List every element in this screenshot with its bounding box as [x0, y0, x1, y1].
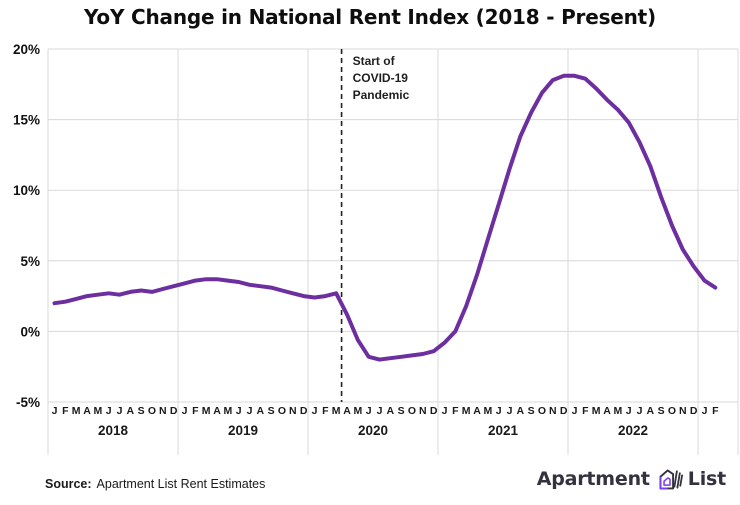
svg-text:20%: 20%	[13, 42, 40, 57]
svg-text:J: J	[496, 405, 502, 417]
svg-text:M: M	[353, 405, 362, 417]
svg-text:M: M	[223, 405, 232, 417]
svg-text:J: J	[442, 405, 448, 417]
apartment-list-logo: Apartment List	[537, 465, 726, 493]
y-axis-tick-labels: 20% 15% 10% 5% 0% -5%	[13, 42, 40, 410]
svg-text:J: J	[312, 405, 318, 417]
svg-text:S: S	[268, 405, 275, 417]
svg-text:O: O	[668, 405, 676, 417]
svg-text:S: S	[398, 405, 405, 417]
gridlines	[47, 48, 739, 455]
svg-text:M: M	[613, 405, 622, 417]
svg-text:2020: 2020	[358, 423, 388, 438]
svg-text:Pandemic: Pandemic	[353, 88, 410, 102]
svg-text:J: J	[637, 405, 643, 417]
svg-text:D: D	[560, 405, 568, 417]
covid-annotation: Start of COVID-19 Pandemic	[353, 54, 410, 102]
svg-text:S: S	[658, 405, 665, 417]
svg-text:O: O	[278, 405, 286, 417]
svg-text:J: J	[117, 405, 123, 417]
svg-text:M: M	[202, 405, 211, 417]
svg-text:J: J	[626, 405, 632, 417]
svg-text:-5%: -5%	[16, 395, 40, 410]
svg-text:O: O	[148, 405, 156, 417]
svg-text:S: S	[138, 405, 145, 417]
svg-text:A: A	[343, 405, 351, 417]
logo-word-list: List	[687, 468, 726, 490]
svg-text:2018: 2018	[98, 423, 129, 438]
svg-text:F: F	[452, 405, 459, 417]
source-text: Apartment List Rent Estimates	[96, 477, 266, 491]
svg-text:10%: 10%	[13, 183, 40, 198]
source-label: Source:	[45, 477, 92, 491]
svg-text:A: A	[83, 405, 91, 417]
svg-text:M: M	[93, 405, 102, 417]
svg-text:N: N	[549, 405, 557, 417]
svg-text:F: F	[322, 405, 329, 417]
svg-text:M: M	[72, 405, 81, 417]
svg-text:F: F	[582, 405, 589, 417]
svg-text:F: F	[62, 405, 69, 417]
svg-text:J: J	[377, 405, 383, 417]
svg-text:A: A	[517, 405, 525, 417]
svg-text:N: N	[419, 405, 427, 417]
svg-text:J: J	[52, 405, 58, 417]
svg-text:O: O	[538, 405, 546, 417]
svg-text:A: A	[213, 405, 221, 417]
svg-text:J: J	[182, 405, 188, 417]
chart-title: YoY Change in National Rent Index (2018 …	[83, 5, 656, 29]
svg-text:J: J	[572, 405, 578, 417]
rent-yoy-line	[52, 73, 718, 362]
svg-text:D: D	[300, 405, 308, 417]
svg-text:F: F	[192, 405, 199, 417]
svg-text:J: J	[366, 405, 372, 417]
svg-text:N: N	[159, 405, 167, 417]
svg-text:J: J	[702, 405, 708, 417]
svg-text:A: A	[473, 405, 481, 417]
apartment-list-door-icon	[659, 469, 683, 490]
svg-text:D: D	[170, 405, 178, 417]
svg-text:J: J	[507, 405, 513, 417]
svg-text:O: O	[408, 405, 416, 417]
svg-text:M: M	[462, 405, 471, 417]
svg-text:15%: 15%	[13, 113, 40, 128]
rent-yoy-line-chart: 20%15%10%5%0%-5%J F M A M J J A S O N D J F M A M J J A S O N D…	[13, 42, 739, 455]
svg-text:J: J	[247, 405, 253, 417]
svg-text:Start of: Start of	[353, 54, 396, 68]
svg-text:S: S	[528, 405, 535, 417]
svg-text:2022: 2022	[618, 423, 648, 438]
svg-text:A: A	[647, 405, 655, 417]
svg-text:2019: 2019	[228, 423, 258, 438]
svg-text:N: N	[289, 405, 297, 417]
logo-word-apartment: Apartment	[536, 468, 650, 490]
svg-text:A: A	[387, 405, 395, 417]
svg-text:A: A	[603, 405, 611, 417]
svg-text:5%: 5%	[20, 254, 40, 269]
svg-text:F: F	[712, 405, 719, 417]
svg-text:N: N	[679, 405, 687, 417]
svg-text:M: M	[483, 405, 492, 417]
svg-text:A: A	[257, 405, 265, 417]
year-labels: 2018 2019 2020 2021 2022	[98, 423, 648, 438]
svg-text:COVID-19: COVID-19	[353, 71, 409, 85]
svg-text:0%: 0%	[20, 324, 40, 339]
svg-text:D: D	[430, 405, 438, 417]
svg-text:M: M	[332, 405, 341, 417]
svg-text:A: A	[127, 405, 135, 417]
svg-text:J: J	[106, 405, 112, 417]
source-line: Source: Apartment List Rent Estimates	[45, 477, 265, 491]
svg-text:J: J	[236, 405, 242, 417]
svg-text:2021: 2021	[488, 423, 519, 438]
svg-text:M: M	[592, 405, 601, 417]
svg-text:D: D	[690, 405, 698, 417]
